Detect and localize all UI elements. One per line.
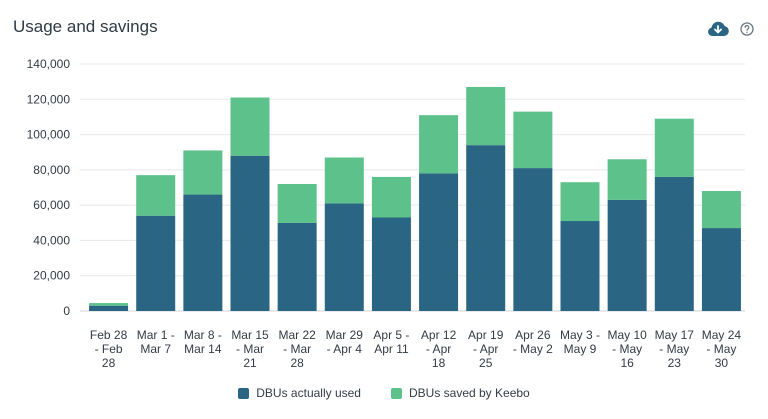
bar-used[interactable] <box>371 217 411 311</box>
x-tick-label: May 3 -May 9 <box>560 328 600 356</box>
y-tick-label: 120,000 <box>27 92 71 106</box>
bar-used[interactable] <box>513 168 553 311</box>
legend: DBUs actually used DBUs saved by Keebo <box>0 386 768 400</box>
bar-saved[interactable] <box>701 191 741 229</box>
bar-used[interactable] <box>230 155 270 311</box>
y-tick-label: 60,000 <box>33 198 70 212</box>
bar-saved[interactable] <box>324 157 364 204</box>
bar-saved[interactable] <box>607 159 647 200</box>
legend-item-saved[interactable]: DBUs saved by Keebo <box>390 386 530 400</box>
bar-saved[interactable] <box>183 150 223 195</box>
bar-saved[interactable] <box>419 115 459 174</box>
cloud-download-icon[interactable] <box>706 19 730 39</box>
x-tick-label: Apr 26- May 2 <box>513 328 553 356</box>
x-tick-label: Mar 29- Apr 4 <box>326 328 364 356</box>
x-tick-label: Apr 5 -Apr 11 <box>373 328 409 356</box>
bar-used[interactable] <box>607 199 647 311</box>
x-tick-label: May 10- May 16 <box>607 328 647 370</box>
x-tick-label: May 17- May 23 <box>655 328 695 370</box>
bar-used[interactable] <box>654 176 694 311</box>
bar-saved[interactable] <box>277 183 317 223</box>
y-tick-label: 100,000 <box>27 128 71 142</box>
legend-swatch-saved <box>390 387 402 399</box>
bar-saved[interactable] <box>466 86 506 146</box>
chart-title: Usage and savings <box>13 17 158 36</box>
x-axis: Feb 28- Feb 28 Mar 1 -Mar 7 Mar 8 -Mar 14 Ma… <box>90 328 742 370</box>
bar-used[interactable] <box>419 173 459 311</box>
x-tick-label: Mar 15- Mar 21 <box>231 328 269 370</box>
legend-label-saved: DBUs saved by Keebo <box>408 386 530 400</box>
bar-saved[interactable] <box>136 175 176 216</box>
legend-item-used[interactable]: DBUs actually used <box>238 386 361 400</box>
y-tick-label: 40,000 <box>33 233 70 247</box>
bar-saved[interactable] <box>230 97 270 156</box>
x-tick-label: Mar 1 -Mar 7 <box>137 328 175 356</box>
bar-saved[interactable] <box>513 111 553 169</box>
help-circle-icon[interactable] <box>738 19 756 39</box>
x-tick-label: Feb 28- Feb 28 <box>90 328 128 370</box>
bar-saved[interactable] <box>560 182 600 222</box>
bar-used[interactable] <box>89 305 129 311</box>
x-tick-label: Apr 19- Apr 25 <box>468 328 504 370</box>
bar-saved[interactable] <box>654 118 694 177</box>
bar-used[interactable] <box>560 221 600 311</box>
bar-used[interactable] <box>136 215 176 311</box>
legend-label-used: DBUs actually used <box>256 386 361 400</box>
bar-used[interactable] <box>324 203 364 311</box>
y-tick-label: 80,000 <box>33 163 70 177</box>
bar-used[interactable] <box>183 194 223 311</box>
x-tick-label: Mar 22- Mar 28 <box>278 328 316 370</box>
y-tick-label: 0 <box>63 304 70 318</box>
x-tick-label: Mar 8 -Mar 14 <box>184 328 222 356</box>
y-axis: 0 20,000 40,000 60,000 80,000 100,000 120,000 1… <box>27 57 71 318</box>
stacked-bar-chart: 0 20,000 40,000 60,000 80,000 100,000 120,000 1… <box>27 57 745 370</box>
x-tick-label: May 24- May 30 <box>702 328 742 370</box>
bar-used[interactable] <box>277 222 317 311</box>
legend-swatch-used <box>238 387 250 399</box>
bar-used[interactable] <box>701 228 741 311</box>
bar-saved[interactable] <box>89 303 129 306</box>
bar-used[interactable] <box>466 145 506 311</box>
y-tick-label: 140,000 <box>27 57 71 71</box>
x-tick-label: Apr 12- Apr 18 <box>421 328 457 370</box>
y-tick-label: 20,000 <box>33 269 70 283</box>
bars <box>89 86 741 311</box>
bar-saved[interactable] <box>371 176 411 218</box>
